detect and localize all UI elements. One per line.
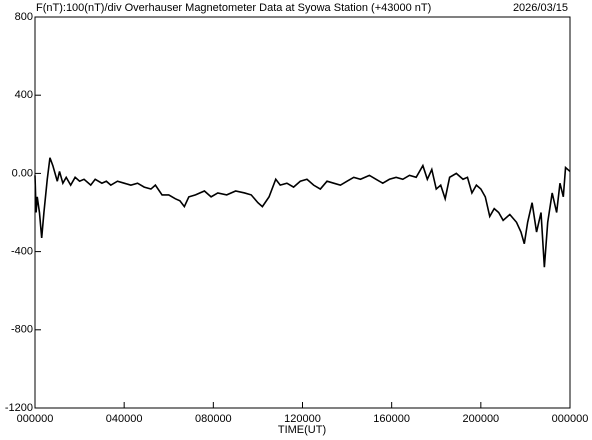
y-tick-label: 400: [15, 89, 33, 101]
plot-frame: [34, 16, 571, 409]
x-tick-label: 160000: [373, 413, 410, 425]
y-tick-label: -400: [11, 246, 33, 258]
x-tick-label: 000000: [17, 413, 54, 425]
data-line: [34, 157, 571, 268]
x-tick-label: 080000: [195, 413, 232, 425]
y-tick-label: 0.00: [12, 167, 33, 179]
x-tick-label: 000000: [552, 413, 589, 425]
x-axis-label: TIME(UT): [278, 424, 326, 436]
y-tick-label: -800: [11, 324, 33, 336]
x-tick-label: 040000: [106, 413, 143, 425]
chart-date: 2026/03/15: [513, 2, 568, 14]
y-tick-label: 800: [15, 11, 33, 23]
y-tick-label: -1200: [5, 402, 33, 414]
x-tick-label: 200000: [462, 413, 499, 425]
x-tick-label: 120000: [284, 413, 321, 425]
chart-title: F(nT):100(nT)/div Overhauser Magnetomete…: [36, 2, 431, 14]
